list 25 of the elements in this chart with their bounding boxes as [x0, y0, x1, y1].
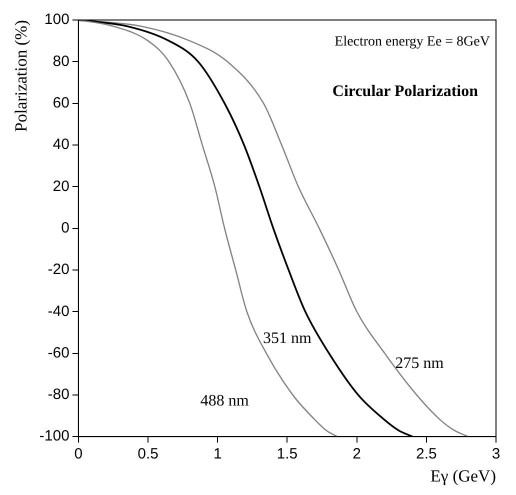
y-tick-label: 80 — [52, 52, 70, 70]
x-tick-label: 2 — [352, 446, 361, 463]
y-tick-label: -60 — [48, 344, 70, 362]
x-tick-label: 3 — [492, 446, 500, 463]
y-tick-label: 40 — [52, 136, 70, 154]
annotation: Circular Polarization — [332, 83, 478, 100]
x-tick-label: 0 — [74, 446, 83, 463]
series-label: 275 nm — [395, 354, 444, 372]
x-tick-label: 0.5 — [138, 446, 158, 463]
annotation: Electron energy Ee = 8GeV — [334, 34, 490, 50]
y-tick-label: -80 — [48, 386, 70, 404]
y-tick-label: 60 — [52, 94, 70, 112]
x-tick-label: 1 — [213, 446, 222, 463]
y-tick-label: 100 — [44, 11, 70, 28]
y-tick-label: -20 — [48, 261, 70, 278]
y-tick-label: 0 — [61, 219, 70, 236]
y-axis-title: Polarization (%) — [12, 20, 31, 132]
series-label: 351 nm — [262, 330, 312, 347]
y-tick-label: 20 — [52, 178, 70, 195]
y-tick-label: -40 — [48, 302, 70, 320]
x-tick-label: 1.5 — [276, 446, 298, 463]
x-axis-title: Eγ (GeV) — [430, 466, 496, 486]
y-tick-label: -100 — [39, 428, 70, 445]
text: 488 nm — [200, 392, 250, 410]
x-tick-label: 2.5 — [416, 446, 437, 463]
